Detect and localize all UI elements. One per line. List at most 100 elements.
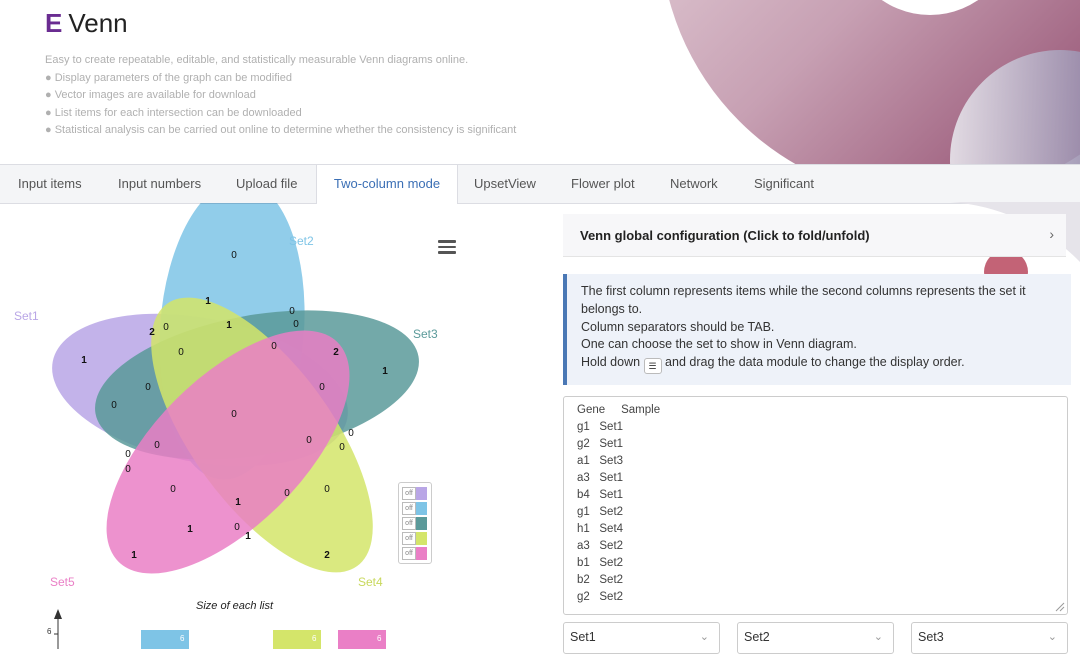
tab-two-column-mode[interactable]: Two-column mode xyxy=(316,165,458,204)
text-line: b1 Set2 xyxy=(577,557,624,569)
text-line: b2 Set2 xyxy=(577,574,624,586)
select-value: Set3 xyxy=(918,630,944,644)
app-description: Easy to create repeatable, editable, and… xyxy=(45,52,516,140)
region-count: 0 xyxy=(163,322,169,333)
tab-network[interactable]: Network xyxy=(670,176,718,191)
logo-mark: E xyxy=(45,8,63,38)
description-text: Easy to create repeatable, editable, and… xyxy=(45,54,469,66)
venn-global-config-toggle[interactable]: Venn global configuration (Click to fold… xyxy=(563,214,1066,257)
size-axis-tick: 6 xyxy=(47,627,52,636)
chevron-down-icon: ⌄ xyxy=(873,631,883,643)
set1-toggle[interactable]: off xyxy=(402,487,428,500)
venn-diagram: Set1 Set2 Set3 Set4 Set5 0 1 0 0 2 0 1 2… xyxy=(14,203,438,649)
set2-toggle[interactable]: off xyxy=(402,502,428,515)
text-line: g2 Set1 xyxy=(577,438,624,450)
set1-label: Set1 xyxy=(14,309,39,323)
size-bar xyxy=(141,630,189,649)
region-count: 1 xyxy=(81,355,87,366)
region-count: 0 xyxy=(231,250,237,261)
tab-significant[interactable]: Significant xyxy=(754,176,814,191)
chevron-right-icon: › xyxy=(1049,226,1054,242)
region-count: 0 xyxy=(293,319,299,330)
intersection-counts: 0 1 0 0 2 0 1 2 0 0 1 1 0 0 0 0 0 0 0 0 … xyxy=(81,250,388,561)
region-count: 1 xyxy=(235,497,241,508)
two-column-data-input[interactable]: Gene Sample g1 Set1 g2 Set1 a1 Set3 a3 S… xyxy=(563,396,1068,615)
region-count: 0 xyxy=(154,440,160,451)
set-select-2[interactable]: Set2 ⌄ xyxy=(737,622,894,654)
tab-upsetview[interactable]: UpsetView xyxy=(474,176,536,191)
set-select-1[interactable]: Set1 ⌄ xyxy=(563,622,720,654)
region-count: 0 xyxy=(319,382,325,393)
text-line: g1 Set1 xyxy=(577,421,624,433)
region-count: 0 xyxy=(111,400,117,411)
tab-bar: Input items Input numbers Upload file Tw… xyxy=(0,164,1080,204)
text-line: h1 Set4 xyxy=(577,523,624,535)
region-count: 0 xyxy=(234,522,240,533)
region-count: 0 xyxy=(284,488,290,499)
app-title: Venn xyxy=(68,8,128,38)
feature-item: ● List items for each intersection can b… xyxy=(45,106,302,119)
region-count: 0 xyxy=(145,382,151,393)
size-bar-label: 6 xyxy=(377,634,382,643)
tab-upload-file[interactable]: Upload file xyxy=(236,176,298,191)
region-count: 1 xyxy=(187,524,193,535)
set4-label: Set4 xyxy=(358,575,383,589)
text-line: a3 Set1 xyxy=(577,472,624,484)
set2-label: Set2 xyxy=(289,234,314,248)
region-count: 0 xyxy=(170,484,176,495)
size-bar-label: 6 xyxy=(180,634,185,643)
set5-toggle[interactable]: off xyxy=(402,547,428,560)
size-chart-title: Size of each list xyxy=(196,600,274,612)
region-count: 2 xyxy=(333,347,339,358)
size-bar xyxy=(273,630,321,649)
set4-toggle[interactable]: off xyxy=(402,532,428,545)
text-line: a3 Set2 xyxy=(577,540,624,552)
resize-handle-icon[interactable] xyxy=(1055,602,1065,612)
set-visibility-toggles: off off off off off xyxy=(398,482,432,564)
region-count: 1 xyxy=(131,550,137,561)
region-count: 1 xyxy=(226,320,232,331)
region-count: 0 xyxy=(289,306,295,317)
decorative-background xyxy=(669,0,1080,165)
set-select-3[interactable]: Set3 ⌄ xyxy=(911,622,1068,654)
region-count: 2 xyxy=(324,550,330,561)
instruction-text: Hold down ☰ and drag the data module to … xyxy=(581,354,1071,375)
region-count: 0 xyxy=(339,442,345,453)
region-count: 0 xyxy=(125,449,131,460)
size-bar xyxy=(338,630,386,649)
region-count: 0 xyxy=(125,464,131,475)
size-chart: 6 6 6 6 xyxy=(47,609,386,649)
menu-icon[interactable] xyxy=(438,240,456,254)
text-line: a1 Set3 xyxy=(577,455,624,467)
feature-item: ● Display parameters of the graph can be… xyxy=(45,71,292,84)
feature-item: ● Vector images are available for downlo… xyxy=(45,89,256,101)
chevron-down-icon: ⌄ xyxy=(1047,631,1057,643)
config-title: Venn global configuration (Click to fold… xyxy=(580,228,870,243)
set3-label: Set3 xyxy=(413,327,438,341)
tab-input-items[interactable]: Input items xyxy=(18,176,82,191)
region-count: 0 xyxy=(178,347,184,358)
instruction-text: The first column represents items while … xyxy=(581,284,1026,298)
instruction-text: Column separators should be TAB. xyxy=(581,319,775,334)
header: E Venn Easy to create repeatable, editabl… xyxy=(0,0,1080,165)
set5-ellipse xyxy=(106,330,350,574)
region-count: 1 xyxy=(245,531,251,542)
region-count: 1 xyxy=(205,296,211,307)
text-line: g2 Set2 xyxy=(577,591,624,603)
text-line: g1 Set2 xyxy=(577,506,624,518)
text-line: b4 Set1 xyxy=(577,489,624,501)
select-value: Set1 xyxy=(570,630,596,644)
instructions-panel: The first column represents items while … xyxy=(563,274,1071,385)
tab-flower-plot[interactable]: Flower plot xyxy=(571,176,635,191)
set3-toggle[interactable]: off xyxy=(402,517,428,530)
app-logo[interactable]: E Venn xyxy=(45,8,128,39)
instruction-text: belongs to. xyxy=(581,301,643,316)
region-count: 0 xyxy=(271,341,277,352)
select-value: Set2 xyxy=(744,630,770,644)
drag-handle-icon: ☰ xyxy=(643,358,662,375)
text-line: Gene Sample xyxy=(577,404,661,416)
tab-input-numbers[interactable]: Input numbers xyxy=(118,176,202,191)
feature-item: ● Statistical analysis can be carried ou… xyxy=(45,124,517,136)
set5-label: Set5 xyxy=(50,575,75,589)
size-bar-label: 6 xyxy=(312,634,317,643)
